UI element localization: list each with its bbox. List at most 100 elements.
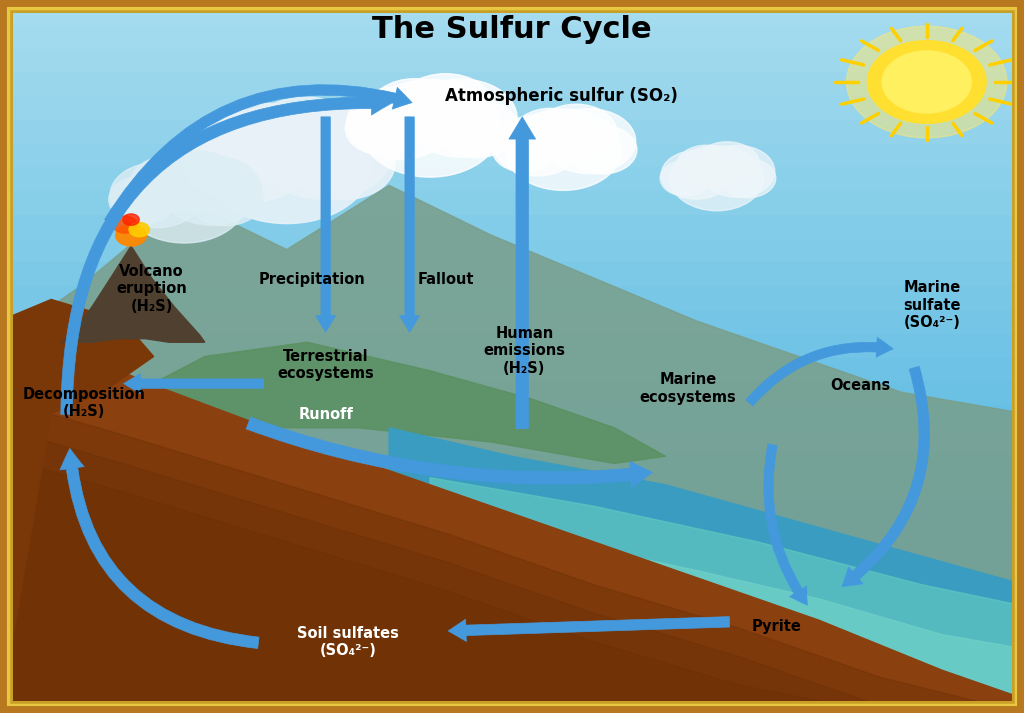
Circle shape	[246, 97, 366, 180]
FancyArrowPatch shape	[315, 117, 336, 332]
Circle shape	[567, 125, 637, 174]
FancyArrowPatch shape	[104, 85, 412, 225]
Bar	[0, 570, 1024, 594]
Bar	[0, 642, 1024, 665]
Text: Marine
ecosystems: Marine ecosystems	[640, 372, 736, 405]
Circle shape	[434, 99, 518, 158]
Circle shape	[345, 101, 422, 155]
Circle shape	[720, 159, 776, 198]
Circle shape	[292, 128, 395, 200]
Circle shape	[494, 115, 582, 176]
Polygon shape	[61, 246, 205, 342]
Bar	[0, 166, 1024, 190]
Text: Terrestrial
ecosystems: Terrestrial ecosystems	[278, 349, 374, 381]
Bar	[0, 119, 1024, 143]
Circle shape	[676, 145, 737, 188]
Bar	[0, 333, 1024, 356]
FancyArrowPatch shape	[246, 417, 652, 488]
Text: The Sulfur Cycle: The Sulfur Cycle	[372, 16, 652, 44]
Circle shape	[122, 156, 247, 243]
Circle shape	[369, 78, 460, 142]
Circle shape	[162, 156, 262, 225]
Circle shape	[662, 150, 731, 199]
Circle shape	[360, 80, 500, 177]
Circle shape	[847, 26, 1007, 138]
Bar	[0, 48, 1024, 71]
Text: Marine
sulfate
(SO₄²⁻): Marine sulfate (SO₄²⁻)	[903, 280, 961, 330]
Circle shape	[543, 108, 636, 174]
Bar	[0, 665, 1024, 689]
FancyArrowPatch shape	[60, 91, 391, 414]
Bar	[0, 689, 1024, 713]
Text: Pyrite: Pyrite	[752, 618, 801, 634]
Circle shape	[505, 109, 622, 190]
Bar	[0, 71, 1024, 95]
Bar	[0, 499, 1024, 523]
Circle shape	[111, 163, 204, 227]
Circle shape	[883, 51, 972, 113]
Circle shape	[867, 41, 986, 123]
Polygon shape	[0, 456, 1024, 713]
Bar	[0, 380, 1024, 404]
Circle shape	[129, 222, 150, 237]
Bar	[0, 214, 1024, 237]
Bar	[0, 262, 1024, 285]
Bar	[0, 356, 1024, 380]
Bar	[0, 594, 1024, 618]
Bar	[0, 618, 1024, 642]
Bar	[0, 523, 1024, 547]
Text: Runoff: Runoff	[298, 407, 353, 423]
Circle shape	[183, 131, 278, 197]
FancyArrowPatch shape	[399, 117, 420, 332]
FancyArrowPatch shape	[509, 117, 536, 429]
Text: Soil sulfates
(SO₄²⁻): Soil sulfates (SO₄²⁻)	[297, 625, 399, 658]
Circle shape	[346, 87, 452, 160]
Bar	[0, 24, 1024, 48]
FancyArrowPatch shape	[764, 444, 807, 605]
Circle shape	[660, 160, 712, 196]
FancyArrowPatch shape	[842, 366, 930, 587]
Bar	[0, 190, 1024, 214]
FancyArrowPatch shape	[124, 374, 263, 394]
Bar	[0, 237, 1024, 262]
Bar	[0, 404, 1024, 428]
FancyArrowPatch shape	[745, 337, 893, 406]
Bar	[0, 95, 1024, 119]
Circle shape	[670, 145, 764, 211]
Circle shape	[212, 103, 324, 181]
Bar	[0, 285, 1024, 309]
Bar	[0, 309, 1024, 333]
Text: Human
emissions
(H₂S): Human emissions (H₂S)	[483, 326, 565, 376]
Circle shape	[116, 225, 146, 246]
Text: Fallout: Fallout	[418, 272, 474, 287]
Circle shape	[155, 151, 242, 212]
Circle shape	[123, 214, 139, 225]
Circle shape	[396, 73, 495, 142]
Circle shape	[113, 216, 137, 233]
Polygon shape	[0, 185, 1024, 713]
Circle shape	[694, 142, 760, 188]
Bar	[0, 428, 1024, 451]
FancyArrowPatch shape	[449, 617, 729, 642]
Polygon shape	[0, 428, 1024, 713]
Bar	[0, 451, 1024, 476]
Text: Atmospheric sulfur (SO₂): Atmospheric sulfur (SO₂)	[445, 87, 678, 106]
Circle shape	[493, 128, 557, 172]
Text: Precipitation: Precipitation	[259, 272, 366, 287]
Polygon shape	[0, 342, 1024, 713]
Bar	[0, 0, 1024, 24]
Bar	[0, 476, 1024, 499]
Circle shape	[188, 174, 263, 225]
Text: Oceans: Oceans	[830, 377, 890, 393]
Circle shape	[201, 104, 373, 224]
Polygon shape	[389, 428, 1024, 713]
Polygon shape	[430, 513, 1024, 713]
Polygon shape	[0, 299, 154, 713]
Circle shape	[256, 104, 393, 199]
Polygon shape	[0, 399, 1024, 713]
Bar	[0, 547, 1024, 570]
Circle shape	[536, 104, 616, 161]
Circle shape	[512, 108, 588, 161]
Polygon shape	[430, 478, 1024, 713]
Circle shape	[406, 79, 517, 157]
